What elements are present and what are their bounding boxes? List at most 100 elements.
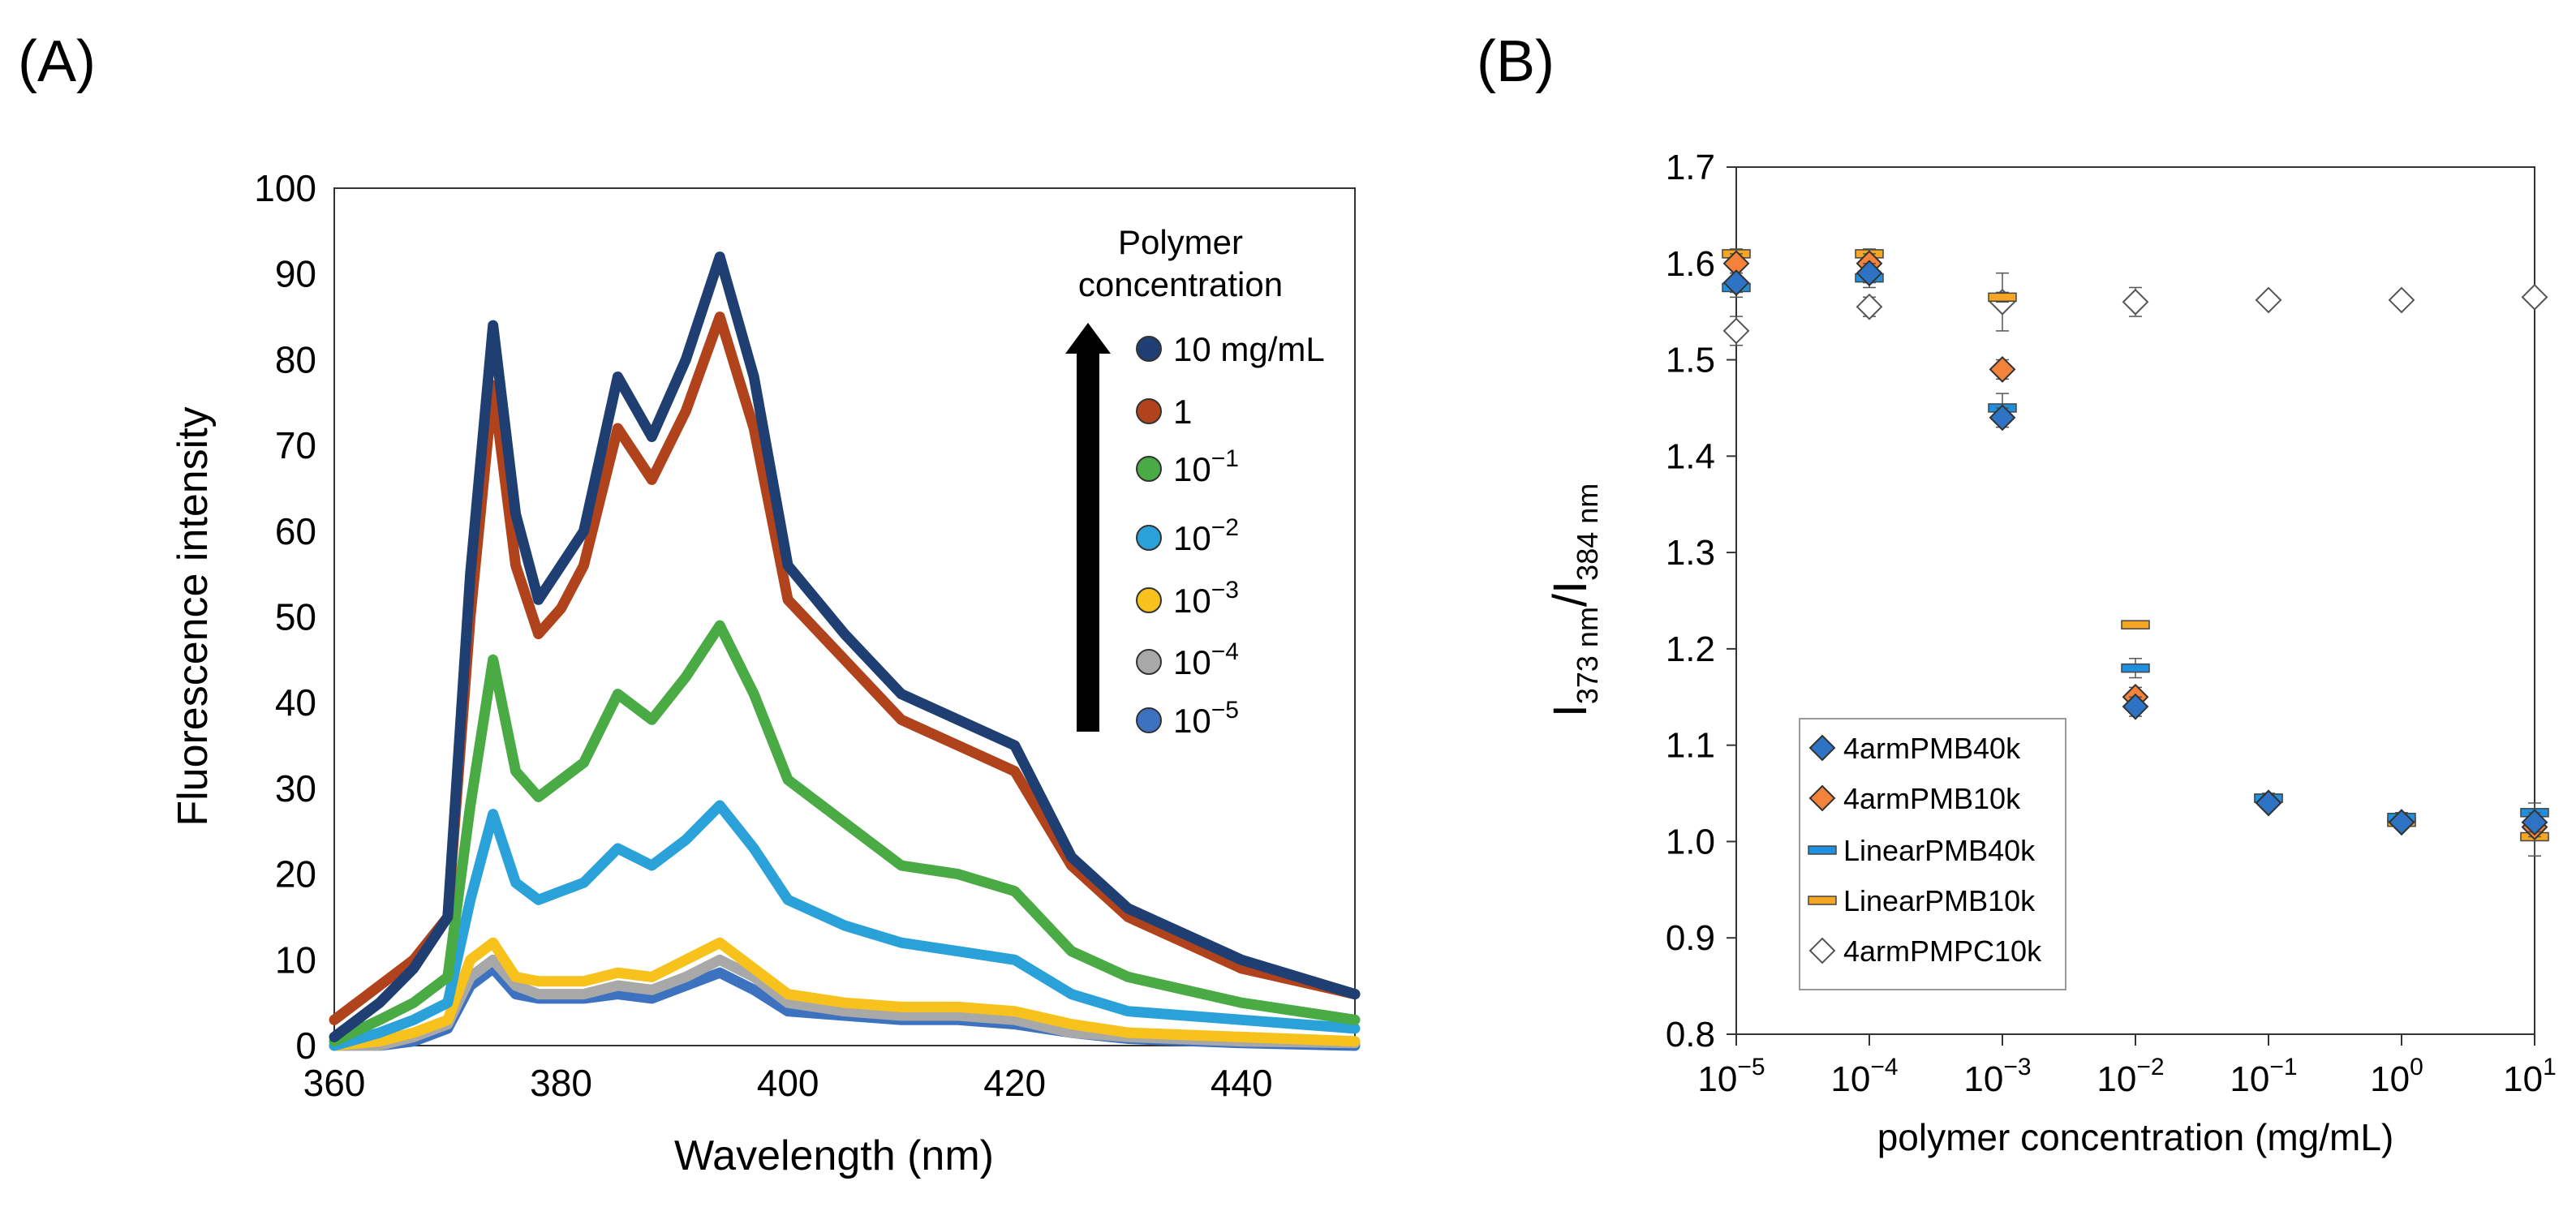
legend-title-line1: Polymer	[1118, 223, 1243, 261]
legend-marker	[1808, 937, 1836, 964]
data-point	[1856, 260, 1883, 287]
legend-label: LinearPMB40k	[1843, 834, 2036, 867]
data-point	[2121, 620, 2150, 629]
y-tick-label: 10	[275, 939, 316, 981]
legend-marker	[1136, 707, 1162, 733]
legend-marker	[1808, 734, 1836, 762]
spectrum-line	[329, 800, 1361, 1051]
y-tick-label: 20	[275, 853, 316, 896]
panel-b-x-ticks: 10−5 10−4 10−3 10−2 10−1 100 101	[1697, 1034, 2557, 1099]
y-tick-label: 0.9	[1666, 918, 1715, 958]
y-tick-label: 1.5	[1666, 341, 1715, 380]
legend-arrow-head	[1065, 323, 1111, 354]
data-point	[1856, 293, 1883, 320]
x-tick-label: 440	[1211, 1062, 1273, 1104]
legend-marker	[1136, 525, 1162, 551]
data-point	[2255, 789, 2282, 817]
legend-marker	[1136, 398, 1162, 424]
y-tick-label: 1.7	[1666, 148, 1715, 187]
panel-a-y-axis-label: Fluorescence intensity	[170, 406, 217, 826]
x-tick-label: 10−1	[2230, 1054, 2297, 1099]
legend-label: 4armPMB10k	[1843, 782, 2021, 815]
panel-b-label: (B)	[1477, 29, 1555, 94]
data-point	[2122, 693, 2149, 720]
panel-a-plot-frame	[333, 187, 1356, 1046]
legend-marker	[1136, 649, 1162, 675]
legend-box	[1799, 718, 2066, 990]
spectrum-line	[329, 251, 1361, 1042]
y-tick-label: 0	[295, 1024, 316, 1067]
x-tick-label: 100	[2370, 1054, 2423, 1099]
panel-b-x-axis-label: polymer concentration (mg/mL)	[1877, 1116, 2394, 1158]
legend-entries: 4armPMB40k 4armPMB10k LinearPMB40k LinearPM…	[1808, 732, 2042, 968]
x-tick-label: 101	[2503, 1054, 2557, 1099]
legend-label: 10−4	[1173, 638, 1239, 681]
data-point	[2122, 288, 2149, 316]
legend-marker	[1808, 896, 1837, 905]
y-tick-label: 1.2	[1666, 629, 1715, 669]
x-tick-label: 10−5	[1697, 1054, 1765, 1099]
y-tick-label: 70	[275, 424, 316, 466]
x-tick-label: 400	[757, 1062, 819, 1104]
panel-b-legend: 4armPMB40k 4armPMB10k LinearPMB40k LinearPM…	[1799, 718, 2066, 990]
y-tick-label: 1.1	[1666, 726, 1715, 766]
legend-title-line2: concentration	[1078, 265, 1283, 303]
y-tick-label: 90	[275, 253, 316, 295]
data-point	[1722, 317, 1750, 345]
panel-a-y-ticks: 0 10 20 30 40 50 60 70 80 90 100	[254, 167, 316, 1067]
legend-label: 10−1	[1173, 445, 1239, 488]
panel-b: (B) 0.80.91.01.11.21.31.41.51.61.7 10−5 1…	[1477, 29, 2557, 1158]
data-point	[1989, 356, 2016, 383]
legend-label: 10−2	[1173, 514, 1239, 557]
x-tick-label: 420	[983, 1062, 1046, 1104]
legend-marker	[1808, 845, 1837, 855]
x-tick-label: 380	[530, 1062, 592, 1104]
legend-marker	[1136, 587, 1162, 613]
y-tick-label: 60	[275, 510, 316, 552]
data-point	[2388, 809, 2415, 836]
panel-a-x-axis-label: Wavelength (nm)	[674, 1132, 994, 1179]
panel-b-y-axis-label: I373 nm/I384 nm	[1544, 483, 1604, 718]
y-tick-label: 80	[275, 338, 316, 380]
panel-a-spectra	[329, 251, 1361, 1051]
data-point	[2521, 809, 2548, 836]
y-tick-label: 1.3	[1666, 533, 1715, 573]
legend-marker	[1136, 456, 1162, 482]
y-tick-label: 1.0	[1666, 822, 1715, 861]
data-point	[2255, 286, 2282, 314]
spectrum-line	[329, 620, 1361, 1047]
y-tick-label: 40	[275, 681, 316, 724]
legend-marker	[1136, 336, 1162, 362]
legend-label: 10−5	[1173, 697, 1239, 740]
y-tick-label: 1.6	[1666, 244, 1715, 284]
data-point	[2121, 663, 2150, 673]
panel-a-legend: Polymer concentration 10 mg/mL 1 10−1 10−2 1…	[1065, 223, 1325, 740]
x-tick-label: 10−3	[1963, 1054, 2031, 1099]
data-point	[2521, 283, 2548, 311]
legend-label: 4armPMB40k	[1843, 732, 2021, 765]
y-tick-label: 50	[275, 596, 316, 638]
x-tick-label: 360	[303, 1062, 366, 1104]
x-tick-label: 10−4	[1830, 1054, 1898, 1099]
panel-b-points	[1722, 248, 2549, 857]
legend-arrow-shaft	[1077, 347, 1099, 732]
data-point	[2388, 286, 2415, 314]
legend-label: 10 mg/mL	[1173, 330, 1325, 368]
panel-a-x-ticks: 360 380 400 420 440	[303, 1062, 1273, 1104]
panel-a-label: (A)	[18, 29, 96, 94]
y-tick-label: 100	[254, 167, 316, 209]
data-point	[1989, 404, 2016, 432]
x-tick-label: 10−2	[2096, 1054, 2164, 1099]
legend-label: 4armPMPC10k	[1843, 934, 2042, 968]
y-tick-label: 0.8	[1666, 1015, 1715, 1055]
spectrum-line	[329, 937, 1361, 1051]
data-point	[1988, 292, 2017, 303]
spectrum-line	[329, 954, 1361, 1051]
data-point	[1722, 269, 1750, 296]
panel-a: (A) 0 10 20 30 40 50 60 70 80 90 100 360 380 400 420 4…	[18, 29, 1361, 1179]
legend-entries: 10 mg/mL 1 10−1 10−2 10−3 10−4 10−5	[1136, 330, 1325, 740]
y-tick-label: 30	[275, 767, 316, 810]
panel-b-y-ticks: 0.8 0.9 1.0 1.1 1.2 1.3 1.4 1.5 1.6 1.7	[1666, 148, 1736, 1055]
legend-label: 1	[1173, 393, 1192, 431]
